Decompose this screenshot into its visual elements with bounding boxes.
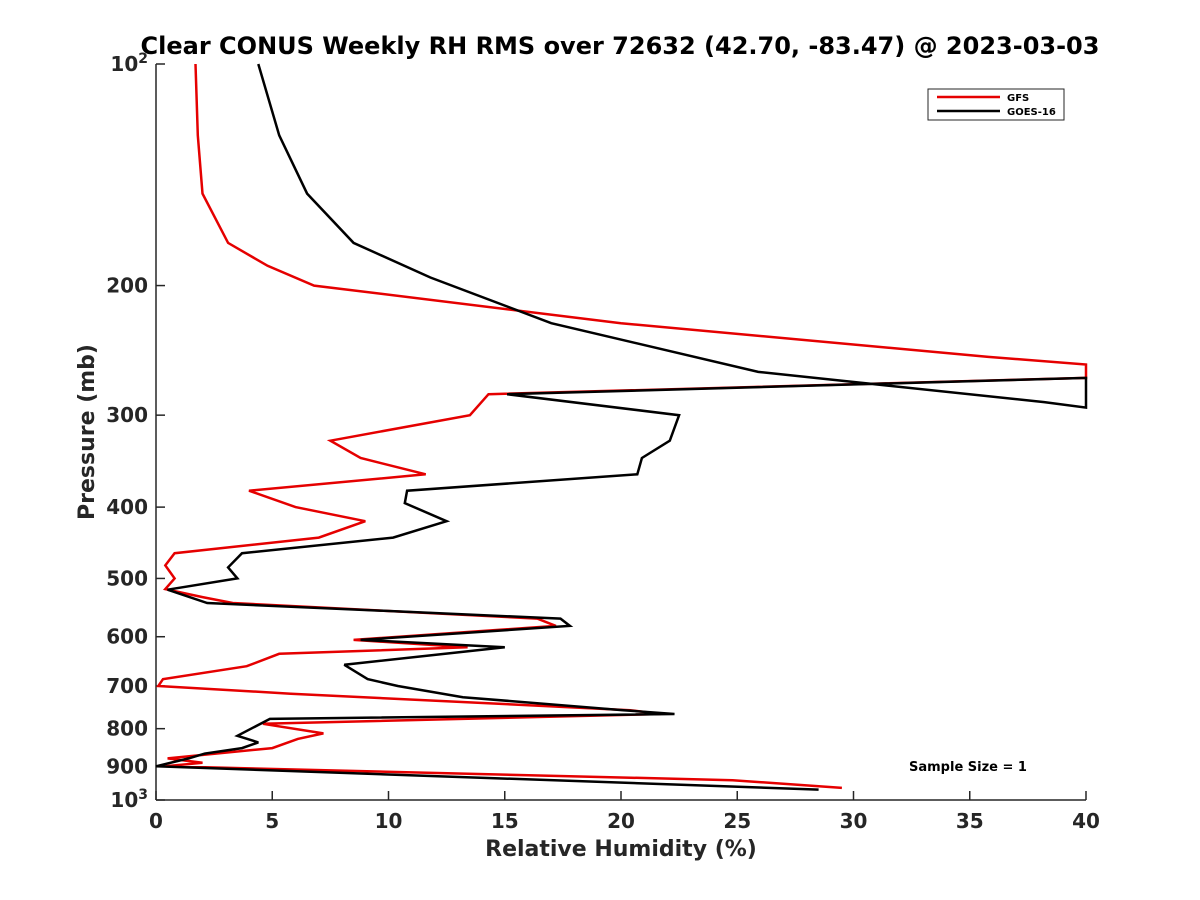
- data-series: [155, 63, 1088, 791]
- y-tick-label: 600: [106, 625, 148, 649]
- y-tick-label: 200: [106, 274, 148, 298]
- legend-label-goes-16: GOES-16: [1007, 107, 1056, 118]
- x-axis-title: Relative Humidity (%): [485, 837, 757, 862]
- x-tick-label: 15: [491, 809, 519, 833]
- x-tick-label: 20: [607, 809, 635, 833]
- y-tick-label: 900: [106, 754, 148, 778]
- legend: GFS GOES-16: [927, 88, 1065, 121]
- x-tick-label: 40: [1072, 809, 1100, 833]
- chart-title: Clear CONUS Weekly RH RMS over 72632 (42…: [141, 32, 1100, 60]
- y-tick-label: 102: [110, 51, 148, 76]
- x-tick-label: 10: [375, 809, 403, 833]
- y-axis-ticks: 102 200 300 400 500 600 700 800 900 103: [106, 51, 165, 812]
- x-tick-label: 5: [265, 809, 279, 833]
- y-tick-label: 103: [110, 787, 148, 812]
- x-tick-label: 0: [149, 809, 163, 833]
- y-tick-label: 800: [106, 717, 148, 741]
- y-tick-label: 500: [106, 566, 148, 590]
- legend-label-gfs: GFS: [1007, 93, 1029, 104]
- x-axis-ticks: 0 5 10 15 20 25 30 35 40: [149, 791, 1100, 833]
- sample-size-annotation: Sample Size = 1: [909, 760, 1027, 775]
- y-tick-label: 400: [106, 495, 148, 519]
- legend-box: [927, 88, 1065, 121]
- y-axis-title: Pressure (mb): [75, 344, 100, 520]
- series-line-gfs: [156, 63, 1088, 790]
- plot-area: [155, 64, 1086, 801]
- y-tick-label: 300: [106, 403, 148, 427]
- x-tick-label: 30: [840, 809, 868, 833]
- y-tick-label: 700: [106, 674, 148, 698]
- x-tick-label: 25: [723, 809, 751, 833]
- series-line-goes-16: [155, 63, 1088, 791]
- x-tick-label: 35: [956, 809, 984, 833]
